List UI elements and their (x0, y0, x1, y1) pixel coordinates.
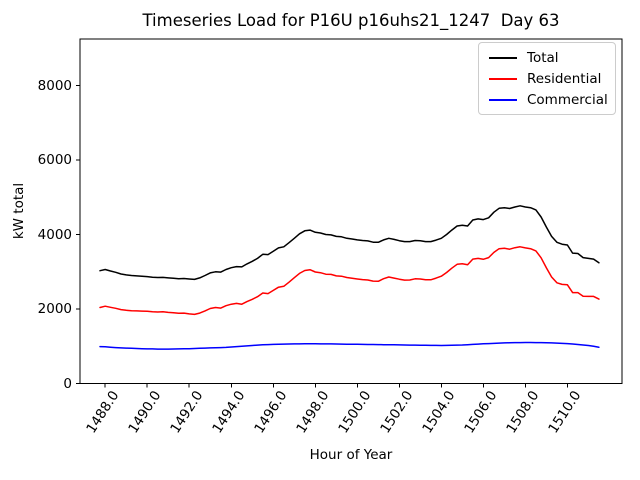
legend-label-commercial: Commercial (527, 91, 608, 108)
series-line-total (99, 205, 600, 281)
legend-entry-total: Total (479, 47, 615, 68)
legend-entry-commercial: Commercial (479, 89, 615, 110)
y-axis-label: kW total (11, 182, 27, 240)
legend-entry-residential: Residential (479, 68, 615, 89)
legend-label-residential: Residential (527, 70, 602, 87)
x-axis-label: Hour of Year (309, 447, 393, 463)
legend-label-total: Total (527, 49, 559, 66)
series-line-commercial (99, 341, 600, 350)
legend-line-sample-total (489, 56, 517, 59)
legend: Total Residential Commercial (478, 42, 616, 115)
axes-frame (79, 38, 623, 384)
series-line-residential (99, 246, 600, 316)
legend-line-sample-residential (489, 77, 517, 80)
legend-line-sample-commercial (489, 98, 517, 101)
chart-title: Timeseries Load for P16U p16uhs21_1247 D… (142, 11, 560, 30)
